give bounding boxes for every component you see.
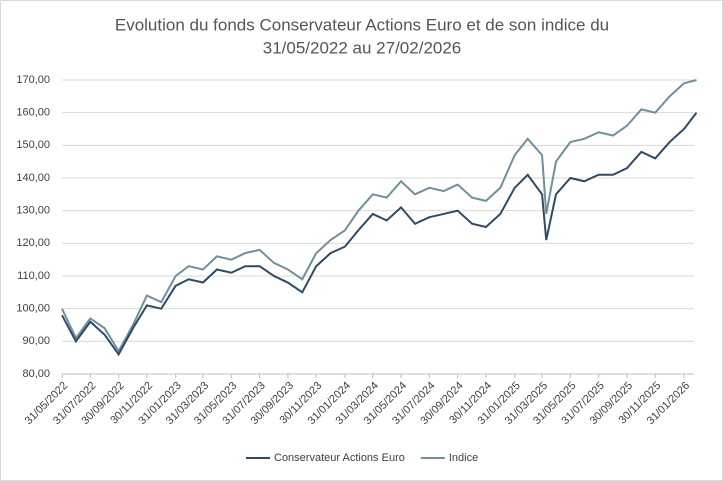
y-tick-label: 110,00 xyxy=(17,270,50,282)
chart-title: 31/05/2022 au 27/02/2026 xyxy=(263,38,462,57)
y-tick-label: 160,00 xyxy=(16,107,50,119)
series-line xyxy=(61,112,698,357)
y-tick-label: 90,00 xyxy=(22,335,50,347)
y-tick-label: 80,00 xyxy=(22,368,50,380)
series-line xyxy=(61,79,697,354)
y-tick-label: 150,00 xyxy=(16,139,50,151)
y-tick-label: 130,00 xyxy=(16,205,50,217)
y-tick-label: 170,00 xyxy=(16,74,50,86)
chart-title: Evolution du fonds Conservateur Actions … xyxy=(115,15,609,34)
legend-label: Conservateur Actions Euro xyxy=(274,452,405,464)
legend-label: Indice xyxy=(449,452,478,464)
y-tick-label: 140,00 xyxy=(16,172,50,184)
y-tick-label: 100,00 xyxy=(16,303,50,315)
y-tick-label: 120,00 xyxy=(16,237,50,249)
